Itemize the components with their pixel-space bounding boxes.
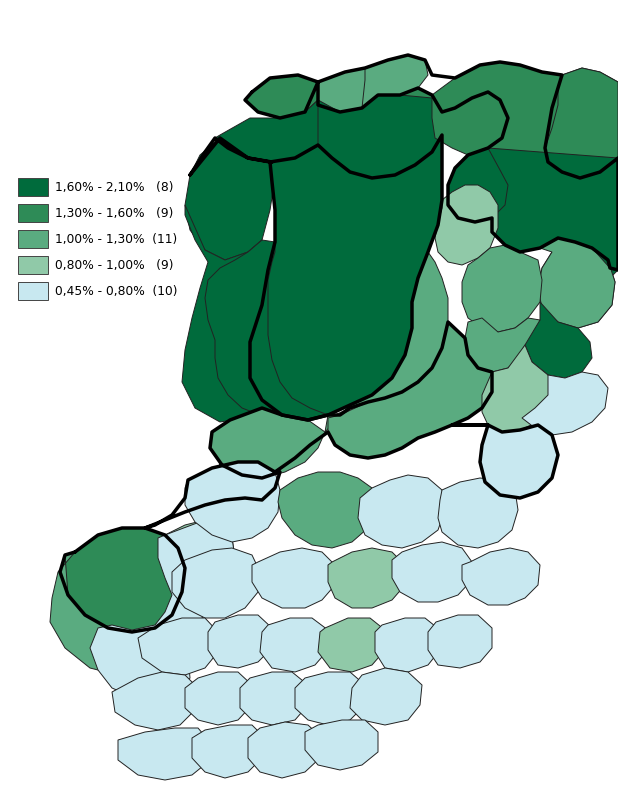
Polygon shape xyxy=(210,408,325,478)
Text: 0,45% - 0,80%  (10): 0,45% - 0,80% (10) xyxy=(55,284,177,297)
Polygon shape xyxy=(60,528,185,632)
Polygon shape xyxy=(400,88,508,155)
Polygon shape xyxy=(248,722,322,778)
Polygon shape xyxy=(538,238,615,328)
Polygon shape xyxy=(465,318,540,372)
Polygon shape xyxy=(392,542,472,602)
Polygon shape xyxy=(358,475,445,548)
Polygon shape xyxy=(138,618,218,675)
Polygon shape xyxy=(448,148,508,222)
Polygon shape xyxy=(182,205,268,422)
Polygon shape xyxy=(538,238,615,328)
Polygon shape xyxy=(240,672,308,725)
Polygon shape xyxy=(492,158,618,280)
Polygon shape xyxy=(325,252,448,432)
Polygon shape xyxy=(295,672,365,725)
Polygon shape xyxy=(215,100,330,162)
Text: 1,60% - 2,10%   (8): 1,60% - 2,10% (8) xyxy=(55,180,174,194)
FancyBboxPatch shape xyxy=(18,204,48,222)
Polygon shape xyxy=(278,472,375,548)
Polygon shape xyxy=(50,552,155,675)
Polygon shape xyxy=(185,672,252,725)
Polygon shape xyxy=(112,672,198,730)
Polygon shape xyxy=(462,548,540,605)
Text: 0,80% - 1,00%   (9): 0,80% - 1,00% (9) xyxy=(55,259,174,272)
Polygon shape xyxy=(492,178,568,252)
Polygon shape xyxy=(435,185,498,265)
Polygon shape xyxy=(522,372,608,435)
Polygon shape xyxy=(482,345,555,432)
Text: 1,00% - 1,30%  (11): 1,00% - 1,30% (11) xyxy=(55,232,177,245)
FancyBboxPatch shape xyxy=(18,230,48,248)
Polygon shape xyxy=(448,148,618,270)
Polygon shape xyxy=(545,68,618,178)
Polygon shape xyxy=(250,135,442,420)
Polygon shape xyxy=(208,615,272,668)
Polygon shape xyxy=(438,478,518,548)
Polygon shape xyxy=(318,88,442,178)
Polygon shape xyxy=(205,240,328,420)
Polygon shape xyxy=(525,302,592,378)
Polygon shape xyxy=(118,728,210,780)
Polygon shape xyxy=(172,548,260,618)
Polygon shape xyxy=(192,725,265,778)
Polygon shape xyxy=(362,55,428,108)
Polygon shape xyxy=(428,615,492,668)
Polygon shape xyxy=(328,322,492,458)
Polygon shape xyxy=(462,245,542,332)
Polygon shape xyxy=(155,520,235,628)
Polygon shape xyxy=(185,138,275,260)
Polygon shape xyxy=(260,618,328,672)
Text: 1,30% - 1,60%   (9): 1,30% - 1,60% (9) xyxy=(55,207,174,219)
Polygon shape xyxy=(90,520,235,702)
Polygon shape xyxy=(245,75,318,118)
Polygon shape xyxy=(318,68,378,112)
FancyBboxPatch shape xyxy=(18,178,48,196)
Polygon shape xyxy=(185,462,280,542)
Polygon shape xyxy=(328,548,405,608)
Polygon shape xyxy=(305,720,378,770)
FancyBboxPatch shape xyxy=(18,256,48,274)
Polygon shape xyxy=(252,548,335,608)
Polygon shape xyxy=(480,425,558,498)
Polygon shape xyxy=(318,618,385,672)
Polygon shape xyxy=(432,62,618,178)
Polygon shape xyxy=(350,668,422,725)
Polygon shape xyxy=(375,618,440,672)
FancyBboxPatch shape xyxy=(18,282,48,300)
